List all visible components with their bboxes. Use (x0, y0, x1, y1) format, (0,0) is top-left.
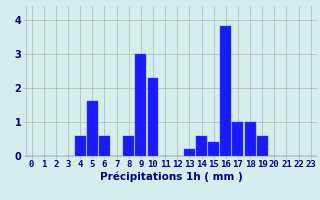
Bar (196, 136, 207, 156)
Bar (208, 142, 219, 156)
Bar (148, 78, 158, 156)
Bar (257, 136, 268, 156)
Bar (99, 136, 110, 156)
X-axis label: Précipitations 1h ( mm ): Précipitations 1h ( mm ) (100, 172, 243, 182)
Bar (244, 122, 256, 156)
Bar (135, 54, 146, 156)
Bar (123, 136, 134, 156)
Bar (232, 122, 244, 156)
Bar (184, 149, 195, 156)
Bar (75, 136, 86, 156)
Bar (87, 101, 98, 156)
Bar (220, 26, 231, 156)
